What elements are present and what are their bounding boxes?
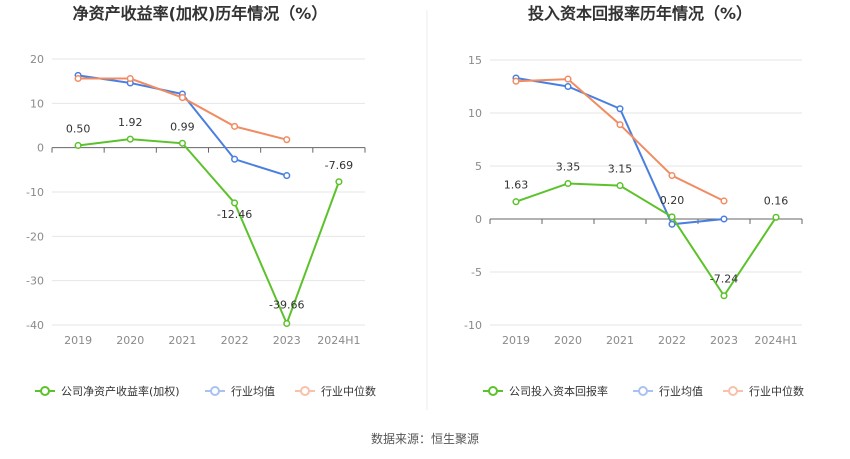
- legend-item-industry-median[interactable]: 行业中位数: [723, 384, 804, 398]
- y-tick-label: -10: [464, 319, 482, 332]
- x-tick-label: 2021: [168, 334, 196, 347]
- x-tick-label: 2024H1: [754, 334, 797, 347]
- data-point[interactable]: [126, 74, 134, 83]
- series-line: [77, 138, 340, 327]
- data-point[interactable]: [231, 199, 239, 207]
- y-tick-label: -40: [26, 319, 44, 332]
- y-tick-label: -20: [26, 230, 44, 243]
- data-point[interactable]: [512, 77, 520, 85]
- x-tick-label: 2022: [221, 334, 249, 347]
- legend-item-industry-mean[interactable]: 行业均值: [633, 385, 703, 398]
- series-industry-median: [512, 75, 728, 205]
- chart-panel-1: 净资产收益率(加权)历年情况（%） 20 10 0 -10 -20 -30 -40 2019 20…: [26, 4, 376, 398]
- y-tick-label: 10: [30, 97, 44, 110]
- x-tick-label: 2020: [116, 334, 144, 347]
- y-tick-label: -5: [471, 266, 482, 279]
- data-point[interactable]: [335, 178, 343, 186]
- data-point[interactable]: [720, 197, 728, 205]
- data-point[interactable]: [231, 155, 239, 163]
- data-point[interactable]: [564, 179, 572, 188]
- y-tick-label: 20: [30, 53, 44, 66]
- series-company: 0.50 1.92 0.99 -12.46 -39.66 -7.69: [66, 116, 353, 328]
- x-tick-label: 2023: [273, 334, 301, 347]
- legend-label: 公司投入资本回报率: [509, 384, 608, 398]
- x-tick-label: 2020: [554, 334, 582, 347]
- data-point[interactable]: [231, 122, 239, 130]
- data-label: 0.99: [170, 120, 195, 133]
- data-point[interactable]: [283, 319, 291, 328]
- x-tick-label: 2021: [606, 334, 634, 347]
- series-line: [515, 77, 725, 226]
- legend-label: 行业中位数: [749, 384, 804, 398]
- x-tick-label: 2019: [64, 334, 92, 347]
- series-company: 1.63 3.35 3.15 0.20 -7.24 0.16: [504, 160, 789, 300]
- x-tick-label: 2022: [658, 334, 686, 347]
- data-label: -7.69: [325, 159, 353, 172]
- legend-marker-icon: [638, 386, 648, 396]
- legend-marker-icon: [300, 386, 310, 396]
- data-label: -39.66: [269, 298, 304, 311]
- data-label: 3.35: [556, 160, 581, 173]
- data-point[interactable]: [720, 215, 728, 223]
- data-point[interactable]: [283, 136, 291, 144]
- data-point[interactable]: [564, 75, 572, 83]
- y-tick-label: 10: [468, 107, 482, 120]
- x-tick-label: 2024H1: [317, 334, 360, 347]
- series-industry-mean: [512, 74, 728, 228]
- x-tick-label: 2023: [710, 334, 738, 347]
- legend-marker-icon: [210, 386, 220, 396]
- x-tick-label: 2019: [502, 334, 530, 347]
- legend-marker-icon: [40, 386, 50, 396]
- data-point[interactable]: [126, 135, 134, 143]
- legend-item-industry-mean[interactable]: 行业均值: [205, 385, 275, 398]
- y-tick-label: 15: [468, 54, 482, 67]
- data-point[interactable]: [564, 82, 572, 91]
- chart-title: 投入资本回报率历年情况（%）: [528, 4, 752, 23]
- y-tick-label: -30: [26, 275, 44, 288]
- data-point[interactable]: [616, 121, 624, 129]
- data-point[interactable]: [616, 182, 624, 190]
- y-tick-label: 0: [37, 142, 44, 155]
- data-label: 0.20: [660, 194, 685, 207]
- data-label: 1.92: [118, 116, 143, 129]
- source-label: 数据来源：恒生聚源: [371, 431, 479, 446]
- legend-item-company[interactable]: 公司净资产收益率(加权): [35, 384, 180, 398]
- data-point[interactable]: [512, 198, 520, 206]
- legend-label: 行业均值: [231, 385, 275, 398]
- legend-marker-icon: [728, 386, 738, 396]
- y-tick-label: 5: [475, 160, 482, 173]
- data-label: -7.24: [710, 273, 738, 286]
- y-tick-label: 0: [475, 213, 482, 226]
- legend-item-industry-median[interactable]: 行业中位数: [295, 384, 376, 398]
- data-label: 0.50: [66, 122, 91, 135]
- series-line: [515, 182, 777, 298]
- data-label: 1.63: [504, 179, 529, 192]
- legend-item-company[interactable]: 公司投入资本回报率: [483, 384, 608, 398]
- data-point[interactable]: [74, 141, 82, 149]
- y-tick-label: -10: [26, 186, 44, 199]
- chart-title: 净资产收益率(加权)历年情况（%）: [73, 4, 328, 23]
- series-industry-median: [74, 74, 291, 144]
- data-label: 3.15: [608, 163, 633, 176]
- data-point[interactable]: [178, 94, 186, 102]
- data-label: -12.46: [217, 208, 252, 221]
- data-point[interactable]: [668, 213, 676, 221]
- data-point[interactable]: [668, 220, 676, 228]
- data-point[interactable]: [720, 292, 728, 300]
- data-point[interactable]: [74, 74, 82, 83]
- legend-marker-icon: [488, 386, 498, 396]
- data-point[interactable]: [178, 139, 186, 147]
- legend-label: 公司净资产收益率(加权): [61, 384, 180, 398]
- chart-panel-2: 投入资本回报率历年情况（%） 15 10 5 0 -5 -10 2019 2020 2021 202…: [464, 4, 804, 398]
- legend-label: 行业中位数: [321, 384, 376, 398]
- data-point[interactable]: [772, 213, 780, 221]
- data-point[interactable]: [283, 172, 291, 180]
- data-point[interactable]: [668, 171, 676, 180]
- data-point[interactable]: [616, 105, 624, 113]
- data-label: 0.16: [764, 194, 789, 207]
- legend-label: 行业均值: [659, 385, 703, 398]
